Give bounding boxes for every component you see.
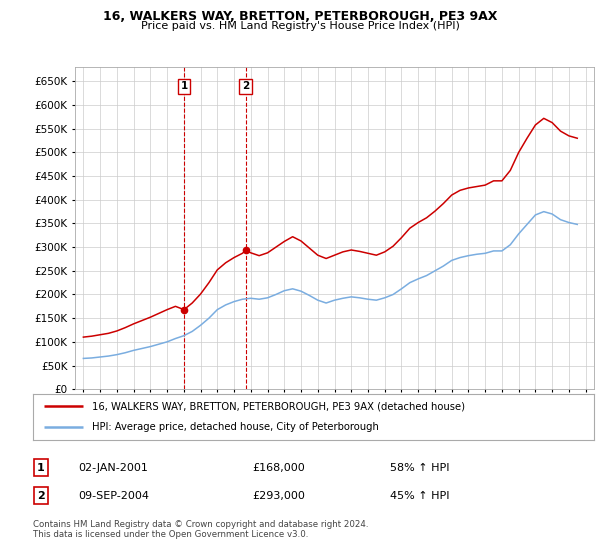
Text: 16, WALKERS WAY, BRETTON, PETERBOROUGH, PE3 9AX: 16, WALKERS WAY, BRETTON, PETERBOROUGH, … xyxy=(103,10,497,23)
Text: 09-SEP-2004: 09-SEP-2004 xyxy=(78,491,149,501)
Text: 16, WALKERS WAY, BRETTON, PETERBOROUGH, PE3 9AX (detached house): 16, WALKERS WAY, BRETTON, PETERBOROUGH, … xyxy=(92,401,465,411)
Text: HPI: Average price, detached house, City of Peterborough: HPI: Average price, detached house, City… xyxy=(92,422,379,432)
Text: Contains HM Land Registry data © Crown copyright and database right 2024.
This d: Contains HM Land Registry data © Crown c… xyxy=(33,520,368,539)
Text: 45% ↑ HPI: 45% ↑ HPI xyxy=(390,491,449,501)
Text: 1: 1 xyxy=(181,81,188,91)
Text: 2: 2 xyxy=(37,491,44,501)
Text: 58% ↑ HPI: 58% ↑ HPI xyxy=(390,463,449,473)
Text: 1: 1 xyxy=(37,463,44,473)
Text: £168,000: £168,000 xyxy=(252,463,305,473)
Text: £293,000: £293,000 xyxy=(252,491,305,501)
Text: 02-JAN-2001: 02-JAN-2001 xyxy=(78,463,148,473)
Text: Price paid vs. HM Land Registry's House Price Index (HPI): Price paid vs. HM Land Registry's House … xyxy=(140,21,460,31)
Text: 2: 2 xyxy=(242,81,249,91)
